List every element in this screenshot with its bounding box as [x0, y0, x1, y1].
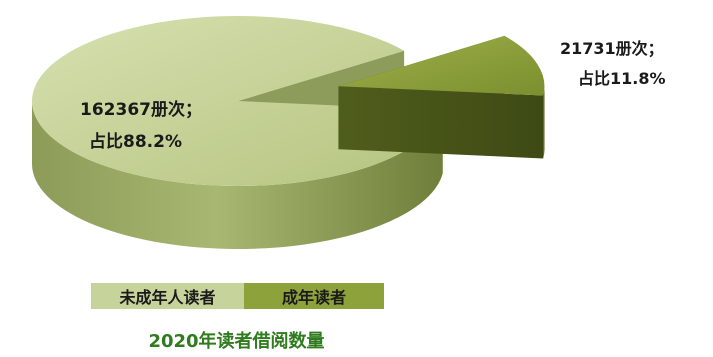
slice-adult-readers-side	[543, 86, 545, 159]
slice-adult-readers-cut-wall-b	[338, 86, 544, 159]
legend-item-adult-readers: 成年读者	[244, 283, 384, 309]
slice-adult-readers	[338, 35, 545, 96]
legend-label-minor-readers: 未成年人读者	[119, 288, 216, 307]
legend-label-adult-readers: 成年读者	[281, 288, 346, 307]
slice-label-value-1: 21731册次；	[560, 39, 664, 58]
slice-minor-readers-side	[32, 101, 443, 250]
slice-label-percent-0: 占比88.2%	[89, 131, 182, 152]
chart-title: 2020年读者借阅数量	[148, 331, 325, 352]
legend-item-minor-readers: 未成年人读者	[91, 283, 244, 309]
slice-label-percent-1: 占比11.8%	[578, 69, 666, 88]
slice-label-value-0: 162367册次；	[80, 99, 202, 120]
